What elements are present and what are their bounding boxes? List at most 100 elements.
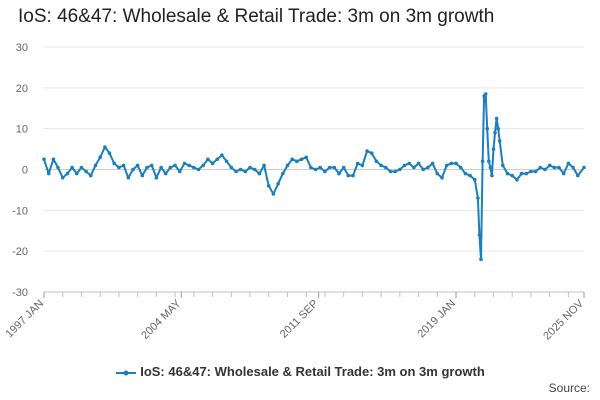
data-point[interactable] xyxy=(79,165,84,170)
data-point[interactable] xyxy=(519,171,524,176)
data-point[interactable] xyxy=(266,184,271,188)
data-point[interactable] xyxy=(295,159,299,164)
data-point[interactable] xyxy=(196,167,201,172)
data-point[interactable] xyxy=(238,167,243,172)
data-point[interactable] xyxy=(215,157,219,162)
data-point[interactable] xyxy=(56,165,60,170)
data-point[interactable] xyxy=(192,165,196,170)
data-point[interactable] xyxy=(510,173,514,178)
data-point[interactable] xyxy=(538,165,543,170)
data-point[interactable] xyxy=(187,163,191,168)
data-point[interactable] xyxy=(145,165,149,170)
data-point[interactable] xyxy=(458,165,463,170)
data-point[interactable] xyxy=(332,165,337,170)
data-point[interactable] xyxy=(327,165,332,170)
data-point[interactable] xyxy=(454,161,458,166)
data-point[interactable] xyxy=(70,165,74,170)
data-point[interactable] xyxy=(360,163,365,168)
data-point[interactable] xyxy=(501,163,505,168)
data-point[interactable] xyxy=(496,126,501,131)
data-point[interactable] xyxy=(65,171,70,176)
data-point[interactable] xyxy=(566,161,571,166)
data-point[interactable] xyxy=(547,163,552,168)
data-point[interactable] xyxy=(561,171,566,176)
data-point[interactable] xyxy=(490,173,494,178)
data-point[interactable] xyxy=(121,163,126,168)
data-point[interactable] xyxy=(407,161,412,166)
data-point[interactable] xyxy=(257,171,262,176)
data-point[interactable] xyxy=(159,165,163,170)
data-point[interactable] xyxy=(488,165,493,170)
data-point[interactable] xyxy=(89,173,93,178)
data-point[interactable] xyxy=(483,92,488,96)
data-point[interactable] xyxy=(393,169,398,174)
data-point[interactable] xyxy=(46,171,51,176)
data-point[interactable] xyxy=(479,257,483,262)
data-point[interactable] xyxy=(93,163,98,168)
data-point[interactable] xyxy=(163,171,168,176)
data-point[interactable] xyxy=(552,165,557,170)
data-point[interactable] xyxy=(402,163,407,168)
data-point[interactable] xyxy=(140,173,145,178)
data-point[interactable] xyxy=(480,159,485,164)
data-point[interactable] xyxy=(571,165,575,170)
data-point[interactable] xyxy=(346,173,351,178)
data-point[interactable] xyxy=(75,171,79,176)
data-point[interactable] xyxy=(557,165,561,170)
data-point[interactable] xyxy=(42,157,46,162)
data-point[interactable] xyxy=(384,165,388,170)
data-point[interactable] xyxy=(533,169,538,174)
data-point[interactable] xyxy=(379,163,383,168)
data-point[interactable] xyxy=(463,171,468,176)
data-point[interactable] xyxy=(323,169,327,174)
data-point[interactable] xyxy=(341,165,346,170)
data-point[interactable] xyxy=(476,196,480,200)
data-point[interactable] xyxy=(117,165,121,170)
data-point[interactable] xyxy=(173,163,177,168)
data-point[interactable] xyxy=(524,171,529,176)
data-point[interactable] xyxy=(491,147,496,151)
data-point[interactable] xyxy=(168,165,173,170)
data-point[interactable] xyxy=(494,116,499,121)
data-point[interactable] xyxy=(262,163,266,168)
data-point[interactable] xyxy=(582,165,586,170)
data-point[interactable] xyxy=(365,149,369,153)
data-point[interactable] xyxy=(103,145,107,149)
data-point[interactable] xyxy=(131,167,135,172)
data-point[interactable] xyxy=(485,126,490,131)
data-point[interactable] xyxy=(505,171,510,176)
data-point[interactable] xyxy=(206,157,210,162)
data-point[interactable] xyxy=(355,161,360,166)
data-point[interactable] xyxy=(224,159,229,164)
data-point[interactable] xyxy=(149,163,154,168)
data-point[interactable] xyxy=(299,157,304,162)
data-point[interactable] xyxy=(515,177,519,182)
data-point[interactable] xyxy=(252,167,257,172)
data-point[interactable] xyxy=(281,171,285,176)
data-point[interactable] xyxy=(229,165,234,170)
data-point[interactable] xyxy=(276,182,280,186)
data-point[interactable] xyxy=(440,175,444,180)
data-point[interactable] xyxy=(468,173,472,178)
data-point[interactable] xyxy=(84,169,88,174)
data-point[interactable] xyxy=(60,175,65,180)
data-point[interactable] xyxy=(313,167,318,172)
legend[interactable]: IoS: 46&47: Wholesale & Retail Trade: 3m… xyxy=(0,364,600,379)
data-point[interactable] xyxy=(126,175,131,180)
data-point[interactable] xyxy=(285,163,290,168)
data-point[interactable] xyxy=(529,169,533,174)
data-point[interactable] xyxy=(182,161,187,166)
data-point[interactable] xyxy=(243,169,248,174)
data-point[interactable] xyxy=(426,165,430,170)
data-point[interactable] xyxy=(98,155,102,160)
data-point[interactable] xyxy=(398,167,402,172)
data-point[interactable] xyxy=(318,165,323,170)
data-point[interactable] xyxy=(309,165,313,170)
data-point[interactable] xyxy=(543,167,547,172)
data-point[interactable] xyxy=(444,163,449,168)
data-point[interactable] xyxy=(271,192,276,196)
data-point[interactable] xyxy=(374,159,379,164)
data-point[interactable] xyxy=(337,171,341,176)
data-point[interactable] xyxy=(135,163,140,168)
data-point[interactable] xyxy=(576,173,580,178)
